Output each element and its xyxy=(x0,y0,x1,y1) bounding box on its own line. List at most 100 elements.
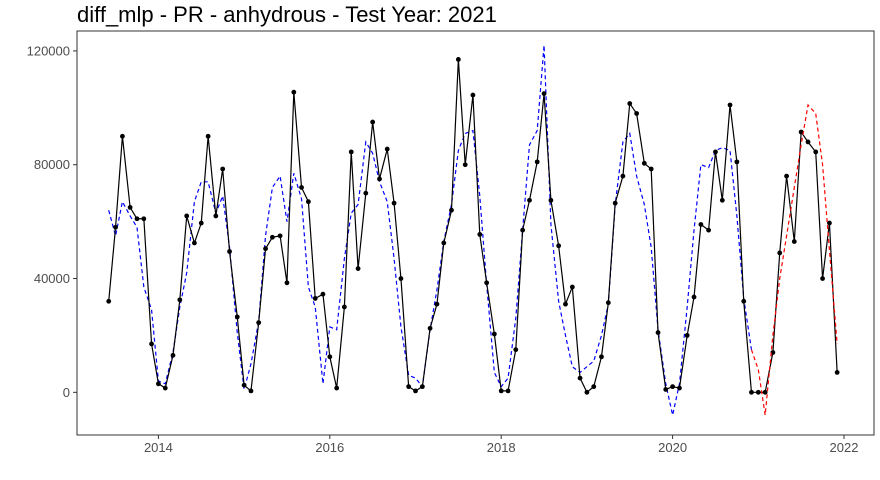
data-point-actual xyxy=(227,249,232,254)
data-point-actual xyxy=(599,354,604,360)
data-point-actual xyxy=(648,166,654,172)
data-point-actual xyxy=(320,291,326,297)
data-point-actual xyxy=(527,197,532,203)
data-point-actual xyxy=(719,197,725,203)
data-point-actual xyxy=(620,173,626,179)
data-point-actual xyxy=(791,239,797,244)
data-point-actual xyxy=(605,300,611,306)
data-point-actual xyxy=(120,133,125,139)
data-point-actual xyxy=(149,341,154,347)
data-point-actual xyxy=(762,389,768,395)
data-point-actual xyxy=(798,129,804,135)
data-point-actual xyxy=(398,276,404,281)
data-point-actual xyxy=(363,190,369,196)
x-axis: 2014 2016 2018 2020 2022 xyxy=(144,435,858,455)
data-point-actual xyxy=(327,354,333,360)
data-point-actual xyxy=(406,384,412,390)
data-point-actual xyxy=(391,200,397,206)
data-point-actual xyxy=(534,159,540,165)
data-point-actual xyxy=(170,352,176,358)
data-point-actual xyxy=(177,297,183,303)
y-tick-label: 40000 xyxy=(34,271,70,286)
data-point-actual xyxy=(777,250,783,256)
data-point-actual xyxy=(334,385,340,391)
y-tick-label: 0 xyxy=(63,385,70,400)
data-point-actual xyxy=(477,232,483,237)
x-tick-label: 2014 xyxy=(144,440,173,455)
data-point-actual xyxy=(634,111,640,116)
data-point-actual xyxy=(220,166,226,172)
data-point-actual xyxy=(541,91,547,96)
data-point-actual xyxy=(577,375,583,381)
data-point-actual xyxy=(591,384,597,390)
x-tick-label: 2020 xyxy=(658,440,687,455)
data-point-actual xyxy=(192,240,197,246)
data-point-actual xyxy=(706,227,712,233)
data-point-actual xyxy=(156,381,161,387)
data-point-actual xyxy=(455,57,461,62)
data-point-actual xyxy=(755,389,761,395)
data-point-actual xyxy=(813,149,819,155)
data-point-actual xyxy=(470,92,476,98)
data-point-actual xyxy=(655,330,661,335)
data-point-actual xyxy=(127,204,133,210)
data-point-actual xyxy=(670,384,676,390)
data-point-actual xyxy=(449,207,454,213)
data-point-actual xyxy=(277,233,283,239)
data-point-actual xyxy=(434,301,440,307)
data-point-actual xyxy=(162,385,168,391)
data-point-actual xyxy=(713,149,718,155)
plot-panel-border xyxy=(76,30,875,436)
data-point-actual xyxy=(563,301,568,307)
data-point-actual xyxy=(269,234,275,240)
data-point-actual xyxy=(419,384,425,390)
y-tick-label: 120000 xyxy=(27,43,70,58)
data-point-actual xyxy=(691,294,697,300)
y-axis: 0 40000 80000 120000 xyxy=(27,43,77,400)
data-point-actual xyxy=(299,185,304,190)
data-point-actual xyxy=(256,320,262,326)
data-point-actual xyxy=(284,280,290,286)
data-point-actual xyxy=(548,197,554,203)
data-point-actual xyxy=(612,200,618,206)
data-point-actual xyxy=(134,216,140,222)
data-point-actual xyxy=(484,280,490,286)
data-point-actual xyxy=(291,89,297,95)
data-point-actual xyxy=(348,149,354,155)
data-point-actual xyxy=(569,284,575,290)
data-point-actual xyxy=(805,139,811,145)
data-point-actual xyxy=(248,388,254,394)
data-point-actual xyxy=(141,216,147,222)
data-point-actual xyxy=(834,370,840,375)
x-tick-label: 2018 xyxy=(487,440,516,455)
data-point-actual xyxy=(498,388,504,394)
data-point-actual xyxy=(384,146,390,152)
data-point-actual xyxy=(820,276,825,281)
series-line-forecast xyxy=(750,103,838,416)
data-point-actual xyxy=(113,224,118,230)
data-point-actual xyxy=(663,387,669,392)
data-point-actual xyxy=(427,325,433,331)
data-point-actual xyxy=(684,333,690,338)
data-point-actual xyxy=(505,388,511,394)
data-point-actual xyxy=(827,220,832,226)
data-point-actual xyxy=(677,385,682,391)
data-point-actual xyxy=(520,227,526,233)
data-point-actual xyxy=(734,159,740,165)
series-layer xyxy=(106,45,840,416)
x-tick-label: 2016 xyxy=(315,440,344,455)
data-point-actual xyxy=(749,389,754,395)
data-point-actual xyxy=(263,246,268,252)
data-point-actual xyxy=(341,304,347,310)
data-point-actual xyxy=(741,298,747,304)
data-point-actual xyxy=(305,199,311,205)
data-point-actual xyxy=(413,388,418,394)
data-point-actual xyxy=(627,101,633,106)
data-point-actual xyxy=(370,119,376,125)
data-point-actual xyxy=(198,220,204,226)
data-point-actual xyxy=(698,222,704,227)
data-point-actual xyxy=(205,133,211,139)
data-point-actual xyxy=(513,347,519,353)
data-point-actual xyxy=(727,102,733,108)
